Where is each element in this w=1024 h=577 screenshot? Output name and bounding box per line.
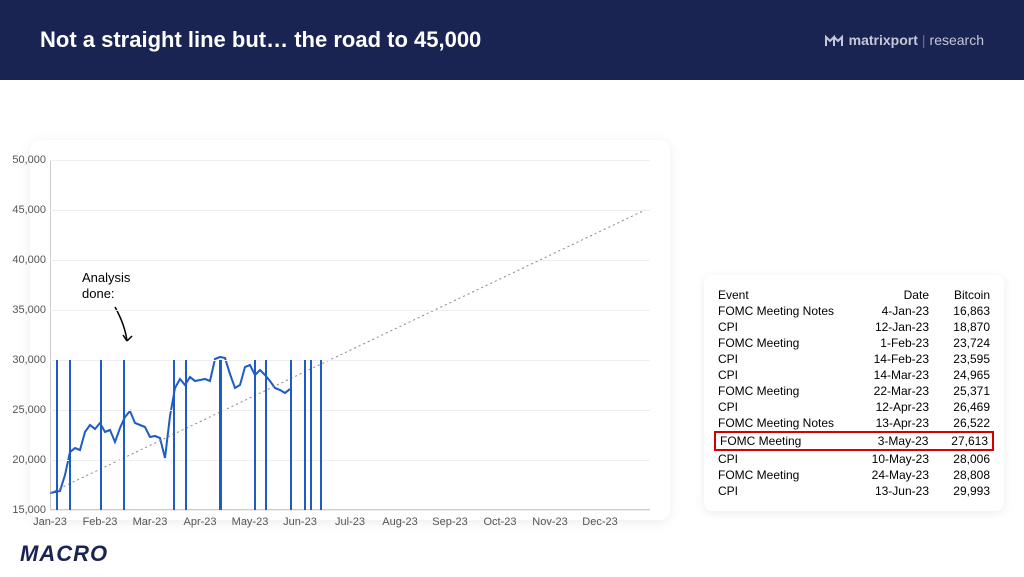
brand: matrixport | research [825, 32, 984, 48]
x-axis-label: Feb-23 [83, 516, 118, 528]
gridline [50, 160, 650, 161]
content: Predictable Pattern: Bitcoin around CPI … [0, 80, 1024, 577]
event-table: Event Date Bitcoin FOMC Meeting Notes4-J… [704, 275, 1004, 511]
gridline [50, 410, 650, 411]
table-header: Event Date Bitcoin [714, 287, 994, 303]
event-vbar [304, 360, 306, 510]
table-row: CPI12-Jan-2318,870 [714, 319, 994, 335]
table-row: FOMC Meeting22-Mar-2325,371 [714, 383, 994, 399]
gridline [50, 360, 650, 361]
event-vbar [265, 360, 267, 510]
event-vbar [173, 360, 175, 510]
x-axis-label: Nov-23 [532, 516, 567, 528]
y-axis-label: 50,000 [12, 154, 46, 166]
y-axis-label: 35,000 [12, 304, 46, 316]
table-row: FOMC Meeting3-May-2327,613 [714, 431, 994, 451]
y-axis-label: 40,000 [12, 254, 46, 266]
table-row: CPI12-Apr-2326,469 [714, 399, 994, 415]
x-axis-label: Oct-23 [483, 516, 516, 528]
table-row: FOMC Meeting24-May-2328,808 [714, 467, 994, 483]
matrixport-icon [825, 33, 843, 47]
brand-separator: | [922, 32, 926, 48]
table-row: FOMC Meeting Notes13-Apr-2326,522 [714, 415, 994, 431]
table-row: CPI14-Mar-2324,965 [714, 367, 994, 383]
x-axis-label: May-23 [232, 516, 269, 528]
event-vbar [100, 360, 102, 510]
gridline [50, 210, 650, 211]
gridline [50, 260, 650, 261]
gridline [50, 510, 650, 511]
chart-svg [50, 160, 650, 510]
gridline [50, 310, 650, 311]
x-axis-label: Apr-23 [183, 516, 216, 528]
chart-area: Analysisdone: 15,00020,00025,00030,00035… [50, 160, 650, 510]
x-axis-label: Jan-23 [33, 516, 67, 528]
x-axis-label: Aug-23 [382, 516, 417, 528]
y-axis-label: 25,000 [12, 404, 46, 416]
page-title: Not a straight line but… the road to 45,… [40, 27, 481, 53]
event-vbar [254, 360, 256, 510]
table-row: FOMC Meeting1-Feb-2323,724 [714, 335, 994, 351]
y-axis-label: 30,000 [12, 354, 46, 366]
event-vbar [220, 360, 222, 510]
event-vbar [290, 360, 292, 510]
y-axis-label: 20,000 [12, 454, 46, 466]
gridline [50, 460, 650, 461]
y-axis-label: 15,000 [12, 504, 46, 516]
table-row: CPI10-May-2328,006 [714, 451, 994, 467]
brand-logo: matrixport [825, 32, 918, 48]
event-vbar [310, 360, 312, 510]
y-axis-label: 45,000 [12, 204, 46, 216]
chart-panel: Analysisdone: 15,00020,00025,00030,00035… [30, 140, 670, 520]
trend-line [50, 210, 645, 493]
brand-suffix: research [930, 32, 984, 48]
event-vbar [123, 360, 125, 510]
event-vbar [320, 360, 322, 510]
event-vbar [69, 360, 71, 510]
table-row: FOMC Meeting Notes4-Jan-2316,863 [714, 303, 994, 319]
table-row: CPI13-Jun-2329,993 [714, 483, 994, 499]
event-vbar [185, 360, 187, 510]
x-axis-label: Mar-23 [133, 516, 168, 528]
x-axis-label: Jun-23 [283, 516, 317, 528]
event-vbar [56, 360, 58, 510]
footer-label: MACRO [20, 541, 108, 567]
x-axis-label: Sep-23 [432, 516, 467, 528]
x-axis-label: Dec-23 [582, 516, 617, 528]
header: Not a straight line but… the road to 45,… [0, 0, 1024, 80]
table-row: CPI14-Feb-2323,595 [714, 351, 994, 367]
x-axis-label: Jul-23 [335, 516, 365, 528]
